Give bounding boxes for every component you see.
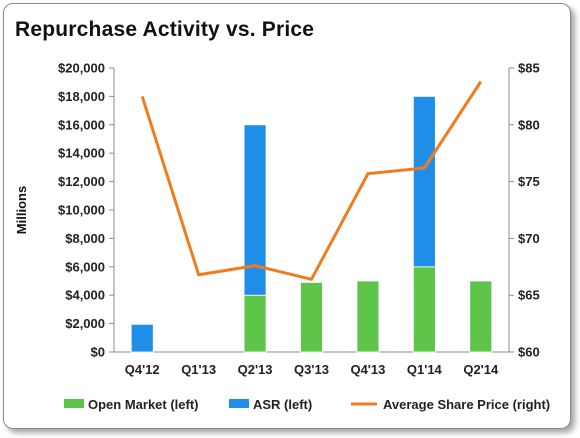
bar-asr bbox=[412, 96, 436, 268]
right-tick-label: $85 bbox=[518, 61, 540, 76]
right-tick-label: $75 bbox=[518, 174, 540, 189]
left-tick-label: $8,000 bbox=[65, 231, 105, 246]
x-tick-label: Q2'13 bbox=[238, 362, 273, 377]
left-tick-label: $0 bbox=[91, 345, 105, 360]
right-tick-label: $80 bbox=[518, 117, 540, 132]
y-axis-label: Millions bbox=[14, 186, 29, 234]
legend-asr-label: ASR (left) bbox=[253, 397, 312, 412]
left-tick-label: $14,000 bbox=[58, 146, 105, 161]
x-tick-label: Q4'13 bbox=[350, 362, 385, 377]
left-tick-label: $18,000 bbox=[58, 89, 105, 104]
bar-open-market bbox=[469, 280, 493, 353]
repurchase-chart: $0 $2,000 $4,000 $6,000 $8,000 $10,000 $12,000… bbox=[14, 61, 550, 413]
chart-frame: Repurchase Activity vs. Price $0 $2,000 $4… bbox=[3, 3, 571, 429]
left-tick-label: $20,000 bbox=[58, 61, 105, 76]
bar-asr bbox=[243, 124, 267, 296]
bar-open-market bbox=[412, 266, 436, 353]
bar-asr bbox=[130, 323, 154, 353]
right-tick-label: $65 bbox=[518, 288, 540, 303]
price-line bbox=[140, 80, 483, 282]
x-tick-label: Q4'12 bbox=[125, 362, 160, 377]
x-tick-label: Q2'14 bbox=[463, 362, 499, 377]
x-tick-label: Q3'13 bbox=[294, 362, 329, 377]
left-tick-label: $4,000 bbox=[65, 288, 105, 303]
right-tick-label: $60 bbox=[518, 345, 540, 360]
bar-open-market bbox=[356, 280, 380, 353]
left-tick-label: $6,000 bbox=[65, 259, 105, 274]
x-tick-label: Q1'14 bbox=[407, 362, 443, 377]
left-tick-label: $10,000 bbox=[58, 203, 105, 218]
right-tick-label: $70 bbox=[518, 231, 540, 246]
left-tick-label: $16,000 bbox=[58, 117, 105, 132]
chart-title: Repurchase Activity vs. Price bbox=[15, 18, 315, 41]
bar-open-market bbox=[300, 282, 323, 353]
bar-open-market bbox=[243, 294, 267, 353]
left-tick-label: $12,000 bbox=[58, 174, 105, 189]
legend-price-label: Average Share Price (right) bbox=[383, 397, 550, 412]
x-tick-label: Q1'13 bbox=[181, 362, 216, 377]
legend-asr-swatch bbox=[229, 399, 249, 408]
left-tick-label: $2,000 bbox=[65, 316, 105, 331]
legend-open-market-label: Open Market (left) bbox=[88, 397, 199, 412]
legend-open-market-swatch bbox=[64, 399, 84, 408]
